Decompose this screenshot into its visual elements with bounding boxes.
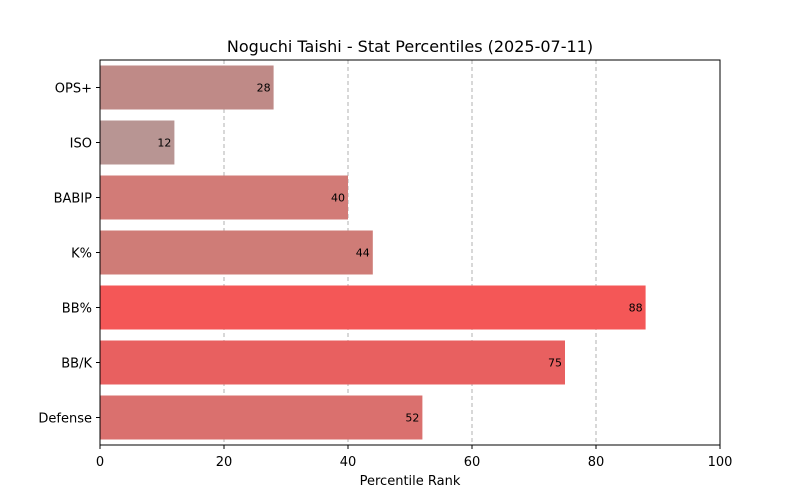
x-tick-label: 20 — [216, 455, 233, 470]
bar-value-label: 44 — [356, 247, 370, 260]
x-tick-label: 0 — [96, 455, 104, 470]
bar — [100, 230, 373, 275]
bar-value-label: 75 — [548, 357, 562, 370]
y-tick-label: K% — [71, 247, 92, 262]
bar-value-label: 52 — [405, 412, 419, 425]
x-axis-ticks: 0 20 40 60 80 100 — [96, 445, 733, 470]
x-tick-label: 80 — [588, 455, 605, 470]
bar — [100, 395, 423, 440]
x-tick-label: 40 — [340, 455, 357, 470]
bar-value-label: 40 — [331, 192, 345, 205]
bar — [100, 340, 565, 385]
y-axis-ticks: OPS+ ISO BABIP K% BB% BB/K Defense — [38, 82, 100, 427]
x-axis-title: Percentile Rank — [360, 474, 461, 489]
bar-value-label: 28 — [257, 82, 271, 95]
y-tick-label: BB/K — [61, 357, 92, 372]
y-tick-label: OPS+ — [55, 82, 92, 97]
bar — [100, 175, 348, 220]
y-tick-label: ISO — [70, 137, 92, 152]
bars-group — [100, 65, 646, 440]
bar-value-label: 88 — [629, 302, 643, 315]
bar — [100, 285, 646, 330]
bar — [100, 120, 175, 165]
x-tick-label: 60 — [464, 455, 481, 470]
bar-value-label: 12 — [157, 137, 171, 150]
y-tick-label: BB% — [62, 302, 92, 317]
x-tick-label: 100 — [708, 455, 733, 470]
chart-title: Noguchi Taishi - Stat Percentiles (2025-… — [227, 37, 593, 56]
data-labels-group: 28 12 40 44 88 75 52 — [157, 82, 642, 425]
bar — [100, 65, 274, 110]
y-tick-label: BABIP — [54, 192, 93, 207]
y-tick-label: Defense — [38, 412, 92, 427]
